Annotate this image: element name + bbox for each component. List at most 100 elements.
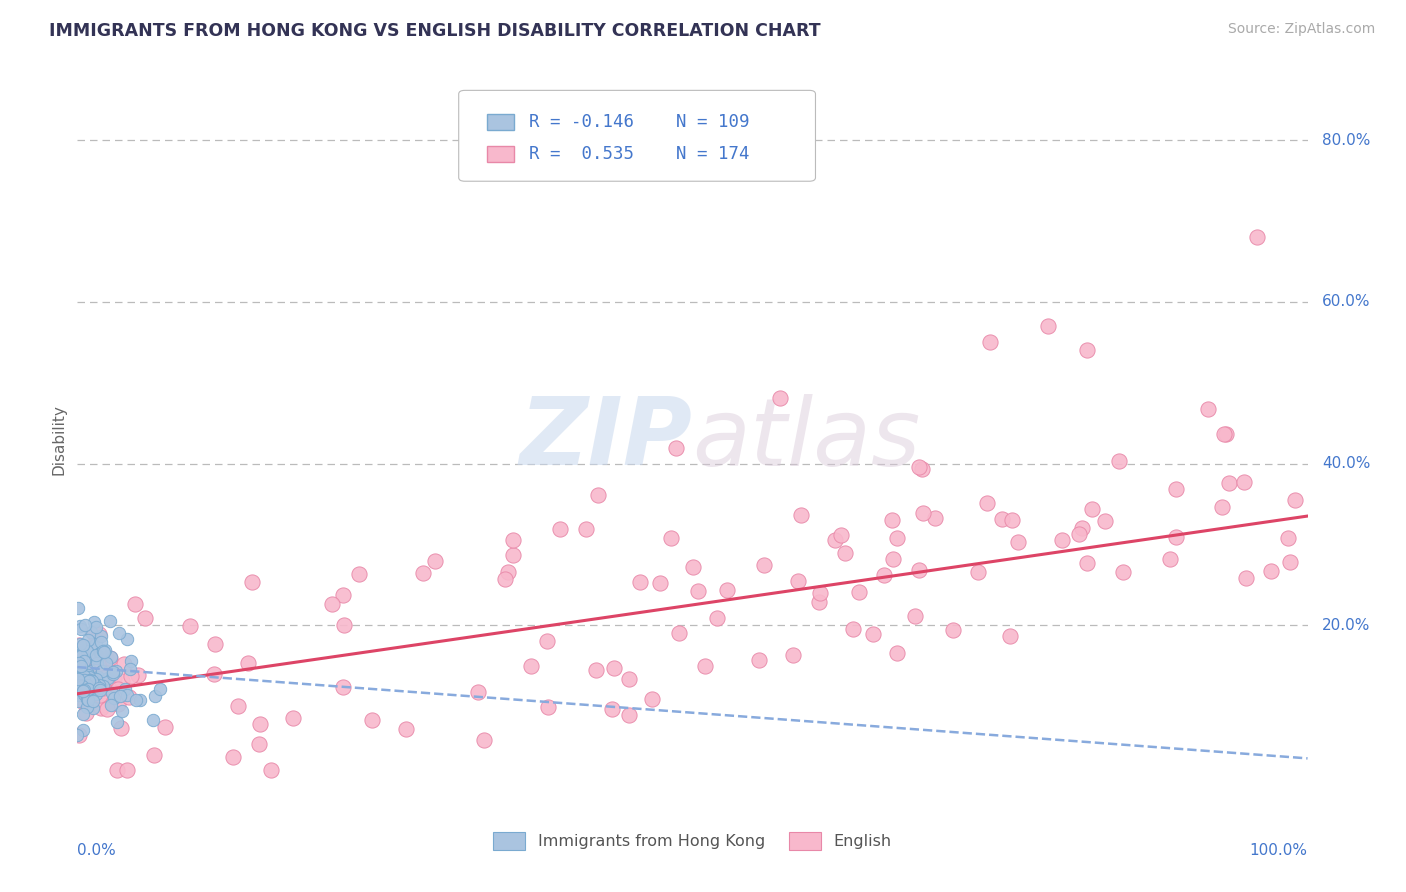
Point [668, 626, 690, 640]
Point [1007, 535, 1029, 549]
Point [395, 722, 418, 736]
Point [830, 528, 852, 542]
Point [73, 673, 96, 688]
Point [66, 678, 89, 692]
Point [103, 671, 125, 685]
Point [754, 558, 776, 573]
Point [73, 669, 96, 683]
Point [66, 673, 89, 687]
Point [83, 626, 105, 640]
Point [89, 682, 111, 697]
Point [107, 682, 129, 697]
Point [142, 713, 165, 727]
Point [89, 664, 111, 678]
Point [332, 588, 354, 602]
Point [67, 659, 90, 673]
Point [67, 693, 90, 707]
FancyBboxPatch shape [486, 145, 515, 161]
Point [66, 601, 89, 615]
Point [98, 614, 121, 628]
Point [83, 678, 105, 692]
Point [787, 574, 810, 589]
Point [76, 671, 98, 685]
Point [101, 666, 124, 681]
Point [79, 640, 101, 654]
Point [347, 566, 370, 581]
Point [72, 670, 94, 684]
Point [76, 682, 98, 697]
Point [706, 610, 728, 624]
Point [110, 704, 132, 718]
Point [907, 564, 929, 578]
Point [640, 692, 662, 706]
Text: 100.0%: 100.0% [1250, 843, 1308, 858]
Point [90, 646, 112, 660]
Point [91, 643, 114, 657]
Text: 40.0%: 40.0% [1323, 456, 1371, 471]
Point [70, 651, 93, 665]
Point [82, 651, 104, 665]
Point [90, 701, 112, 715]
Point [69, 642, 91, 657]
Point [73, 687, 96, 701]
Point [108, 626, 131, 640]
FancyBboxPatch shape [486, 113, 515, 129]
Point [72, 640, 94, 654]
Point [1070, 520, 1092, 534]
Point [1108, 454, 1130, 468]
Point [912, 506, 935, 520]
Point [79, 682, 101, 697]
Point [101, 686, 124, 700]
Text: ZIP: ZIP [520, 393, 693, 485]
Point [1164, 529, 1187, 543]
Point [412, 566, 434, 580]
Point [1036, 319, 1059, 334]
Point [89, 688, 111, 702]
Point [80, 681, 103, 696]
Point [69, 667, 91, 681]
Text: Source: ZipAtlas.com: Source: ZipAtlas.com [1227, 22, 1375, 37]
Point [73, 683, 96, 698]
Point [882, 552, 904, 566]
Point [98, 672, 121, 686]
Point [84, 620, 107, 634]
Point [93, 645, 115, 659]
Legend: Immigrants from Hong Kong, English: Immigrants from Hong Kong, English [486, 825, 898, 856]
Point [114, 682, 136, 697]
Point [1076, 556, 1098, 570]
Point [548, 522, 571, 536]
Point [1211, 500, 1233, 514]
Point [1215, 427, 1237, 442]
Point [90, 635, 112, 649]
Point [1284, 493, 1306, 508]
Point [1260, 564, 1282, 578]
Point [848, 585, 870, 599]
Point [105, 714, 128, 729]
Point [100, 698, 122, 712]
Point [1246, 230, 1268, 244]
Point [824, 533, 846, 548]
Point [617, 708, 640, 723]
Point [496, 565, 519, 579]
Point [77, 670, 100, 684]
Point [87, 657, 110, 671]
Point [72, 723, 94, 737]
Point [96, 654, 118, 668]
Point [98, 651, 121, 665]
Point [1094, 514, 1116, 528]
Point [1159, 551, 1181, 566]
Point [69, 681, 91, 695]
Point [75, 686, 97, 700]
Point [82, 673, 104, 688]
Point [494, 572, 516, 586]
Point [600, 701, 623, 715]
Point [998, 630, 1021, 644]
Point [236, 656, 259, 670]
Point [67, 656, 90, 670]
Point [76, 668, 98, 682]
Point [1112, 565, 1135, 579]
Point [283, 711, 305, 725]
Point [76, 691, 98, 706]
Point [1279, 555, 1302, 569]
Point [77, 674, 100, 689]
